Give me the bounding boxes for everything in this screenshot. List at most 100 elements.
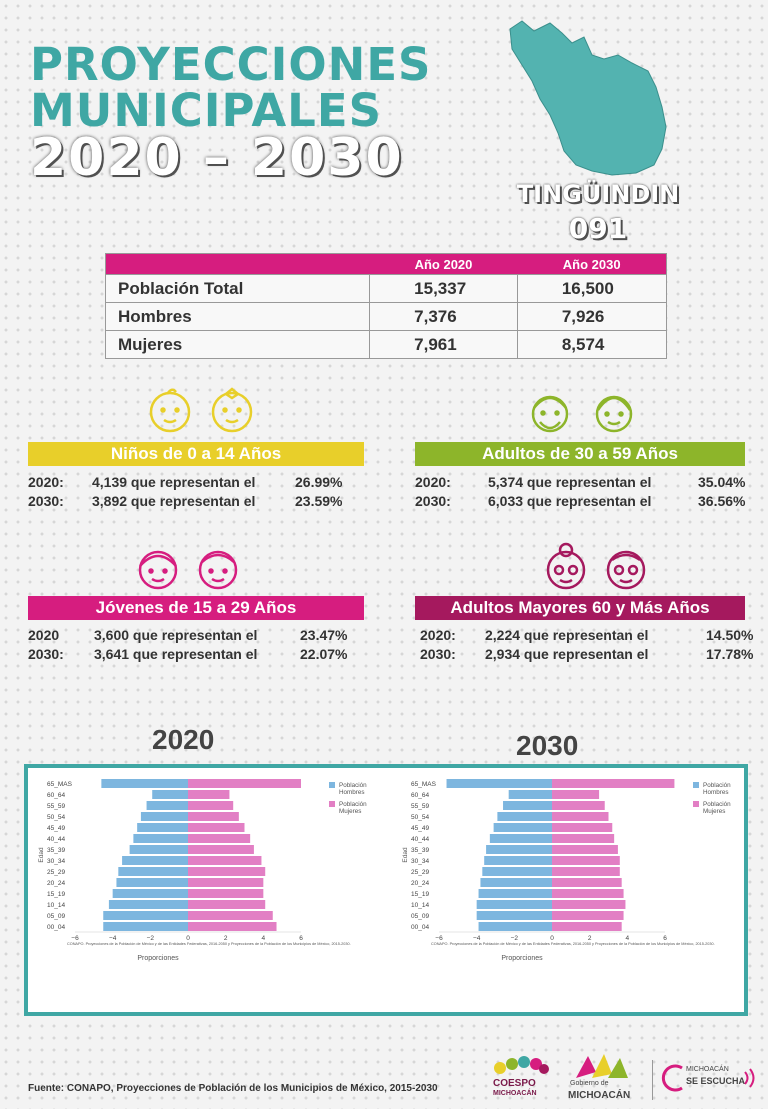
bar-mujeres-25_29 — [188, 867, 266, 876]
tick-label-35_39: 35_39 — [411, 847, 429, 854]
y-axis-label: Edad — [38, 847, 45, 863]
bar-hombres-40_44 — [489, 834, 552, 843]
chart-year-2030: 2030 — [516, 730, 579, 761]
bar-mujeres-05_09 — [188, 911, 273, 920]
bar-hombres-50_54 — [140, 812, 188, 821]
x-tick-label: 0 — [186, 935, 190, 942]
population-table: Año 2020 Año 2030 Población Total 15,337… — [105, 253, 667, 359]
x-tick-label: −2 — [511, 935, 519, 942]
population-pyramid-2030: 00_04 05_09 10_14 15_19 20_24 25_29 30_34 35_39… — [402, 779, 731, 962]
bar-mujeres-65_MAS — [552, 779, 675, 788]
bar-mujeres-50_54 — [552, 812, 609, 821]
mayores-year2: 2030: — [420, 646, 456, 662]
x-tick-label: 4 — [626, 935, 630, 942]
municipality-name: TINGÜINDIN — [516, 180, 680, 208]
bar-mujeres-55_59 — [188, 801, 234, 810]
ninos-text1: 4,139 que representan el — [92, 474, 256, 490]
bar-hombres-65_MAS — [446, 779, 552, 788]
gobierno-logo-mark — [576, 1054, 628, 1078]
tick-label-10_14: 10_14 — [411, 902, 429, 909]
bar-mujeres-60_64 — [552, 790, 600, 799]
x-tick-label: 0 — [550, 935, 554, 942]
adultos-pct1: 35.04% — [698, 474, 746, 490]
x-tick-label: −6 — [71, 935, 79, 942]
footer-divider — [652, 1060, 653, 1100]
bar-hombres-35_39 — [486, 845, 552, 854]
row-value-2030: 16,500 — [516, 274, 667, 303]
adultos-text2: 6,033 que representan el — [488, 493, 652, 509]
gobierno-logo-text1: Gobierno de — [570, 1080, 609, 1087]
col-2030: Año 2030 — [517, 253, 667, 275]
row-value-2020: 15,337 — [369, 274, 518, 303]
tick-label-55_59: 55_59 — [47, 803, 65, 810]
tick-label-05_09: 05_09 — [47, 913, 65, 920]
adultos-text1: 5,374 que representan el — [488, 474, 652, 490]
row-value-2020: 7,961 — [369, 330, 518, 359]
bar-mujeres-60_64 — [188, 790, 230, 799]
y-axis-label: Edad — [402, 847, 409, 863]
adultos-pct2: 36.56% — [698, 493, 746, 509]
x-tick-label: −4 — [109, 935, 117, 942]
table-row: Mujeres 7,961 8,574 — [105, 330, 667, 359]
gobierno-logo-text2: MICHOACÁN — [568, 1090, 631, 1101]
x-tick-label: −4 — [473, 935, 481, 942]
bar-hombres-50_54 — [497, 812, 552, 821]
tick-label-10_14: 10_14 — [47, 902, 65, 909]
legend-label-mujeres: Mujeres — [703, 808, 725, 815]
speech-logo-text1: MICHOACÁN — [686, 1066, 729, 1073]
jovenes-pct1: 23.47% — [300, 627, 348, 643]
legend-label-hombres: Hombres — [703, 789, 729, 796]
bar-mujeres-30_34 — [552, 856, 620, 865]
bar-mujeres-00_04 — [188, 922, 277, 931]
tick-label-55_59: 55_59 — [411, 803, 429, 810]
tick-label-40_44: 40_44 — [411, 836, 429, 843]
bar-mujeres-45_49 — [552, 823, 613, 832]
tick-label-30_34: 30_34 — [47, 858, 65, 865]
mayores-year1: 2020: — [420, 627, 456, 643]
x-tick-label: 4 — [262, 935, 266, 942]
tick-label-60_64: 60_64 — [411, 792, 429, 799]
jovenes-year2: 2030: — [28, 646, 64, 662]
x-tick-label: −6 — [435, 935, 443, 942]
bar-hombres-45_49 — [137, 823, 188, 832]
elderly-icons — [546, 542, 646, 590]
bar-hombres-00_04 — [478, 922, 552, 931]
row-label: Población Total — [105, 274, 370, 303]
bar-hombres-05_09 — [476, 911, 552, 920]
row-label: Mujeres — [105, 330, 370, 359]
tick-label-50_54: 50_54 — [47, 814, 65, 821]
bar-hombres-20_24 — [480, 878, 552, 887]
municipality-map — [509, 20, 667, 176]
tick-label-20_24: 20_24 — [47, 880, 65, 887]
legend-swatch-mujeres — [329, 801, 335, 807]
tick-label-25_29: 25_29 — [411, 869, 429, 876]
table-row: Hombres 7,376 7,926 — [105, 302, 667, 331]
legend-swatch-hombres — [693, 782, 699, 788]
bar-hombres-25_29 — [118, 867, 188, 876]
adultos-year1: 2020: — [415, 474, 451, 490]
mayores-text1: 2,224 que representan el — [485, 627, 649, 643]
row-value-2030: 7,926 — [516, 302, 667, 331]
bar-hombres-15_19 — [112, 889, 188, 898]
bar-hombres-25_29 — [482, 867, 552, 876]
jovenes-year1: 2020 — [28, 627, 60, 643]
tick-label-15_19: 15_19 — [411, 891, 429, 898]
ninos-pct1: 26.99% — [295, 474, 343, 490]
chart-year-2020: 2020 — [152, 724, 215, 755]
bar-hombres-55_59 — [146, 801, 188, 810]
bar-mujeres-00_04 — [552, 922, 622, 931]
banner-mayores: Adultos Mayores 60 y Más Años — [415, 596, 745, 620]
adultos-year2: 2030: — [415, 493, 451, 509]
speech-logo-mark — [661, 1064, 683, 1092]
bar-hombres-30_34 — [122, 856, 188, 865]
legend-label-mujeres: Mujeres — [339, 808, 361, 815]
legend-swatch-mujeres — [693, 801, 699, 807]
baby-icons — [149, 387, 253, 433]
municipality-code: 091 — [568, 212, 628, 245]
x-tick-label: 2 — [224, 935, 228, 942]
bar-mujeres-45_49 — [188, 823, 245, 832]
bar-hombres-60_64 — [508, 790, 552, 799]
population-pyramid-2020: 00_04 05_09 10_14 15_19 20_24 25_29 30_34 35_39… — [38, 779, 367, 962]
bar-hombres-55_59 — [503, 801, 552, 810]
mayores-text2: 2,934 que representan el — [485, 646, 649, 662]
